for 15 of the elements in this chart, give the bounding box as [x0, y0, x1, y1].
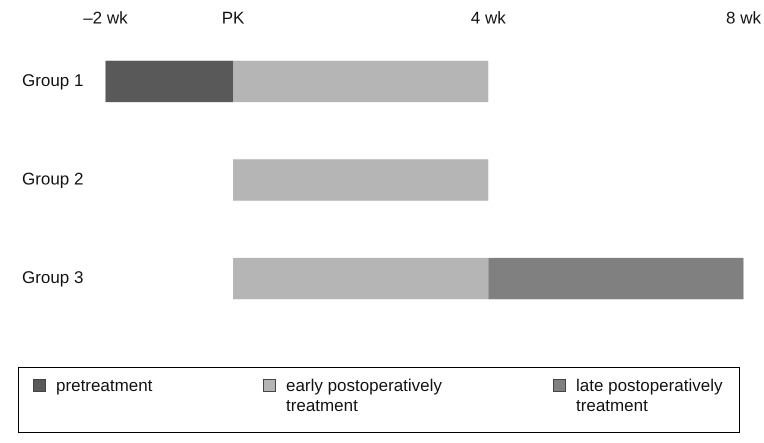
bar	[488, 258, 744, 300]
y-tick-label: Group 1	[22, 71, 84, 90]
x-tick-label: 8 wk	[726, 8, 762, 28]
legend-label: early postoperatively treatment	[286, 376, 443, 416]
bar	[233, 60, 488, 102]
legend-label: pretreatment	[56, 376, 152, 396]
bar	[233, 159, 488, 201]
legend-label: late postoperatively treatment	[576, 376, 724, 416]
bar	[105, 60, 234, 102]
y-tick-label: Group 2	[22, 170, 84, 189]
x-tick-label: –2 wk	[83, 8, 128, 28]
bar	[233, 258, 488, 300]
x-tick-label: PK	[222, 8, 246, 28]
y-tick-label: Group 3	[22, 268, 84, 288]
x-tick-label: 4 wk	[470, 8, 506, 28]
